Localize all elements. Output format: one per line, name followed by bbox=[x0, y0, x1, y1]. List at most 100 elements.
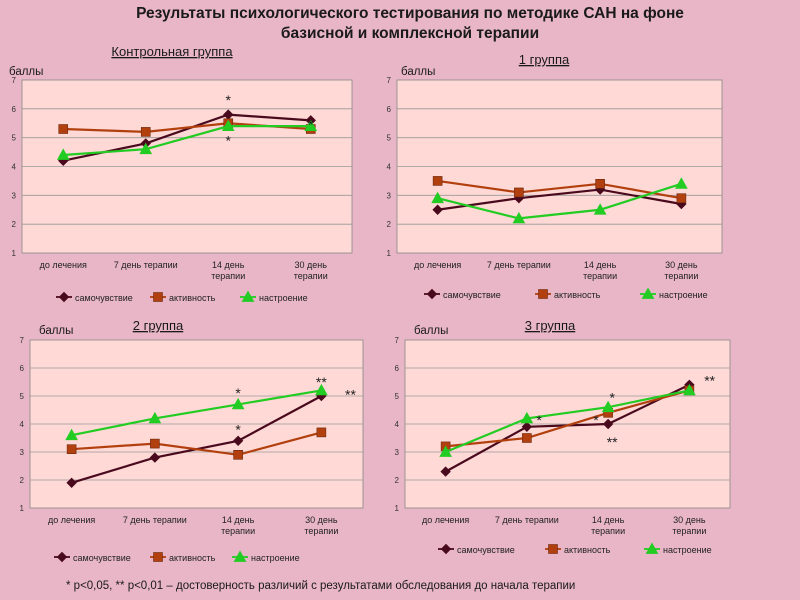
x-tick-label: 14 день терапии bbox=[591, 515, 625, 536]
y-tick-label: 7 bbox=[12, 76, 17, 85]
data-point bbox=[56, 148, 70, 160]
y-axis-label: баллы bbox=[401, 66, 435, 78]
significance-mark: * bbox=[536, 412, 542, 428]
legend-marker bbox=[233, 550, 247, 562]
data-point bbox=[231, 397, 245, 410]
data-point bbox=[221, 119, 235, 132]
y-tick-label: 4 bbox=[20, 420, 25, 429]
data-point bbox=[431, 191, 444, 204]
x-tick-label: до лечения bbox=[40, 260, 87, 270]
y-tick-label: 4 bbox=[12, 163, 17, 172]
page-title-line-1: Результаты психологического тестирования… bbox=[136, 5, 684, 22]
significance-mark: * bbox=[226, 92, 232, 108]
data-point bbox=[432, 204, 443, 215]
legend-label: активность bbox=[564, 545, 611, 555]
y-tick-label: 2 bbox=[395, 476, 400, 485]
y-tick-label: 2 bbox=[20, 476, 25, 485]
significance-mark: ** bbox=[704, 373, 715, 389]
data-point bbox=[440, 466, 451, 477]
data-point bbox=[232, 435, 244, 447]
series-line-2 bbox=[71, 389, 322, 437]
legend-label: самочувствие bbox=[457, 545, 515, 555]
y-tick-label: 4 bbox=[387, 163, 392, 172]
legend-marker bbox=[440, 543, 452, 555]
y-axis-label: баллы bbox=[9, 66, 43, 78]
data-point bbox=[58, 124, 69, 134]
y-tick-label: 4 bbox=[395, 420, 400, 429]
chart-0: Контрольная группа баллы 1 2 3 4 5 6 7 до лечения… bbox=[9, 44, 353, 303]
y-tick-label: 6 bbox=[395, 364, 400, 373]
legend-marker bbox=[153, 292, 163, 302]
y-tick-label: 3 bbox=[395, 448, 400, 457]
data-point bbox=[315, 383, 328, 396]
footnote: * p<0,05, ** p<0,01 – достоверность разл… bbox=[66, 580, 576, 592]
chart-title: 2 группа bbox=[133, 318, 184, 333]
y-tick-label: 2 bbox=[12, 220, 17, 229]
page-title: Результаты психологического тестирования… bbox=[60, 4, 760, 44]
data-point bbox=[66, 477, 77, 489]
y-tick-label: 2 bbox=[387, 220, 392, 229]
data-point bbox=[593, 203, 607, 215]
data-point bbox=[150, 438, 160, 449]
legend-marker bbox=[153, 552, 163, 562]
chart-title: 1 группа bbox=[519, 52, 570, 67]
data-point bbox=[601, 400, 615, 413]
legend-marker bbox=[538, 289, 548, 299]
y-tick-label: 5 bbox=[387, 134, 392, 143]
legend-label: активность bbox=[169, 553, 216, 563]
data-point bbox=[514, 187, 524, 198]
legend-label: самочувствие bbox=[75, 293, 133, 303]
data-point bbox=[520, 411, 534, 424]
data-point bbox=[316, 427, 327, 438]
significance-mark: ** bbox=[316, 374, 327, 390]
significance-mark: * bbox=[593, 412, 599, 428]
significance-mark: * bbox=[226, 133, 232, 149]
series-line-1 bbox=[71, 431, 322, 456]
x-tick-label: 30 день терапии bbox=[294, 260, 328, 281]
y-tick-label: 1 bbox=[20, 504, 25, 513]
x-tick-label: до лечения bbox=[414, 260, 461, 270]
x-tick-label: 7 день терапии bbox=[114, 260, 178, 270]
data-point bbox=[602, 418, 614, 430]
data-point bbox=[432, 176, 443, 186]
y-tick-label: 1 bbox=[12, 249, 17, 258]
legend-marker bbox=[56, 551, 68, 563]
data-point bbox=[304, 119, 318, 132]
data-point bbox=[676, 193, 687, 204]
series-line-2 bbox=[63, 125, 311, 157]
y-tick-label: 7 bbox=[395, 336, 400, 345]
chart-3: 3 группа баллы 1 2 3 4 5 6 7 до лечения 7 день тер… bbox=[395, 318, 731, 555]
data-point bbox=[675, 177, 688, 189]
data-point bbox=[66, 444, 77, 455]
series-line-2 bbox=[437, 182, 682, 220]
legend-marker bbox=[548, 544, 558, 554]
y-tick-label: 5 bbox=[20, 392, 25, 401]
y-tick-label: 3 bbox=[387, 191, 392, 200]
y-axis-label: баллы bbox=[39, 325, 73, 337]
y-tick-label: 6 bbox=[387, 105, 392, 114]
significance-mark: ** bbox=[345, 387, 356, 403]
x-tick-label: 30 день терапии bbox=[672, 515, 706, 536]
series-line-2 bbox=[445, 389, 690, 454]
y-axis-label: баллы bbox=[414, 325, 448, 337]
data-point bbox=[65, 428, 78, 441]
significance-mark: ** bbox=[607, 434, 618, 450]
data-point bbox=[595, 179, 605, 189]
x-tick-label: 14 день терапии bbox=[583, 260, 617, 281]
significance-mark: * bbox=[609, 389, 615, 405]
y-tick-label: 3 bbox=[12, 191, 17, 200]
legend-label: самочувствие bbox=[73, 553, 131, 563]
x-tick-label: 14 день терапии bbox=[221, 515, 255, 536]
x-tick-label: 30 день терапии bbox=[304, 515, 338, 536]
legend-label: настроение bbox=[659, 290, 708, 300]
chart-1: 1 группа баллы 1 2 3 4 5 6 7 до лечения 7 день тер… bbox=[387, 52, 723, 300]
legend-label: активность bbox=[169, 293, 216, 303]
legend-marker bbox=[426, 288, 438, 300]
data-point bbox=[149, 452, 161, 463]
series-line-1 bbox=[445, 389, 690, 448]
y-tick-label: 7 bbox=[387, 76, 392, 85]
significance-mark: * bbox=[308, 117, 314, 133]
y-tick-label: 6 bbox=[20, 364, 25, 373]
legend-label: активность bbox=[554, 290, 601, 300]
